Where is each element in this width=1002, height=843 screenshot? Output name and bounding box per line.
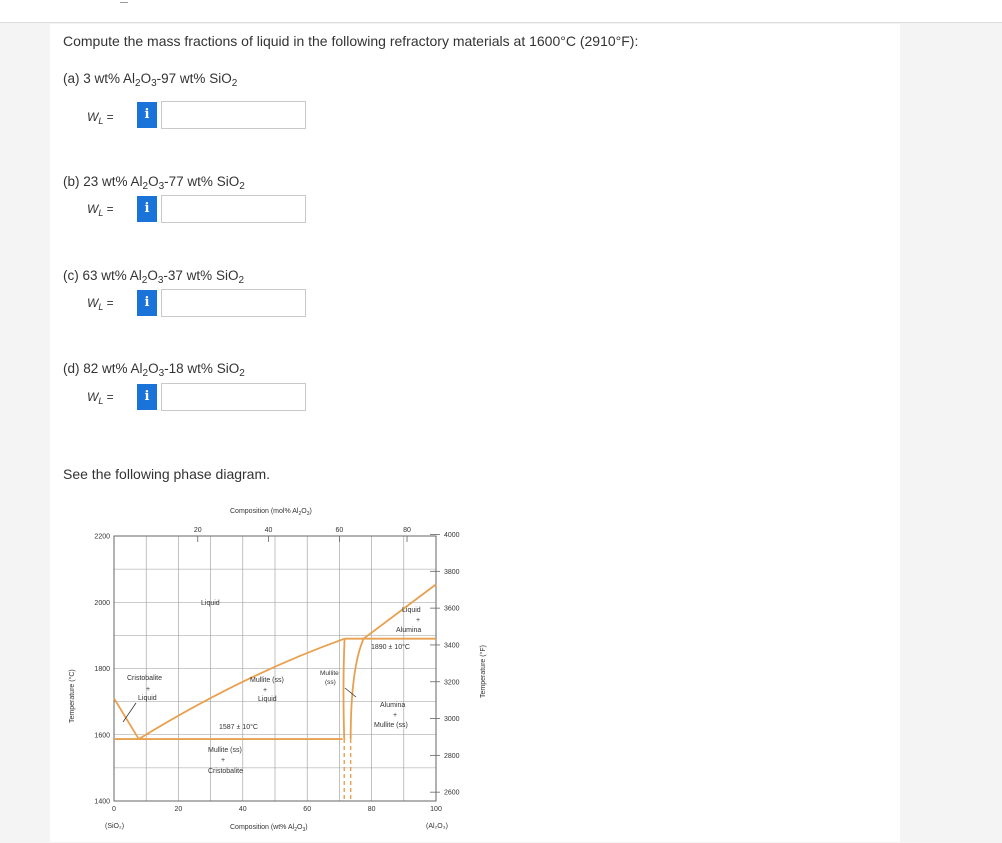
y-tick-label-left: 2200 bbox=[94, 534, 110, 541]
y-tick-label-left: 1400 bbox=[94, 799, 110, 806]
question-prompt: Compute the mass fractions of liquid in … bbox=[63, 33, 639, 49]
right-tick-label: 3400 bbox=[444, 642, 460, 649]
region-mullite-cristobalite-1: Mullite (ss) bbox=[208, 747, 242, 754]
part-d-answer-label: WL = bbox=[87, 390, 114, 406]
phase-diagram-marks: 1400 1600 1800 2000 2200 0 20 40 60 80 100 20 40 60 80… bbox=[94, 527, 459, 813]
right-tick-label: 3000 bbox=[444, 716, 460, 723]
region-mullite-ss-2: (ss) bbox=[325, 679, 336, 686]
part-d-label: (d) 82 wt% Al2O3-18 wt% SiO2 bbox=[63, 361, 245, 379]
x-axis-title: Composition (wt% Al2O3) bbox=[230, 824, 308, 833]
phase-diagram: 1400 1600 1800 2000 2200 0 20 40 60 80 100 20 40 60 80… bbox=[60, 498, 500, 838]
region-mullite-liquid-1: Mullite (ss) bbox=[250, 677, 284, 684]
right-tick-label: 2600 bbox=[444, 790, 460, 797]
region-mullite-cristobalite-2: + bbox=[221, 757, 225, 764]
right-tick-label: 3200 bbox=[444, 679, 460, 686]
part-b-label: (b) 23 wt% Al2O3-77 wt% SiO2 bbox=[63, 174, 245, 192]
x-tick-label: 0 bbox=[112, 806, 116, 813]
part-c-info-icon[interactable]: i bbox=[137, 290, 157, 316]
part-c-answer-input[interactable] bbox=[161, 289, 306, 317]
part-a-answer-label: WL = bbox=[87, 110, 114, 126]
top-bar-mark bbox=[120, 2, 128, 3]
region-alumina-mullite-2: + bbox=[393, 712, 397, 719]
region-cristobalite-liquid-2: + bbox=[146, 686, 150, 693]
x-tick-label: 100 bbox=[430, 806, 442, 813]
part-a-info-icon[interactable]: i bbox=[137, 102, 157, 128]
x-tick-label: 40 bbox=[239, 806, 247, 813]
part-d-answer-input[interactable] bbox=[161, 383, 306, 411]
top-tick-label: 40 bbox=[265, 527, 273, 534]
right-tick-label: 2800 bbox=[444, 753, 460, 760]
right-tick-label: 3800 bbox=[444, 569, 460, 576]
liquidus-series-1 bbox=[113, 697, 140, 740]
top-axis-title: Composition (mol% Al2O3) bbox=[230, 508, 312, 517]
phase-diagram-grid bbox=[114, 536, 436, 801]
question-panel bbox=[50, 24, 900, 842]
region-mullite-liquid-3: Liquid bbox=[258, 696, 277, 703]
y-axis-title-left: Temperature (°C) bbox=[68, 669, 76, 723]
part-c-answer-label: WL = bbox=[87, 296, 114, 312]
region-liquid: Liquid bbox=[201, 600, 220, 607]
top-tick-label: 20 bbox=[194, 527, 202, 534]
y-tick-label-left: 1800 bbox=[94, 666, 110, 673]
mullite-left-boundary bbox=[342, 638, 346, 740]
part-d-info-icon[interactable]: i bbox=[137, 384, 157, 410]
right-tick-label: 4000 bbox=[444, 532, 460, 539]
liquidus-series-2 bbox=[138, 637, 345, 740]
x-tick-label: 20 bbox=[175, 806, 183, 813]
top-tick-label: 60 bbox=[336, 527, 344, 534]
x-tick-label: 60 bbox=[303, 806, 311, 813]
pointer-arrow-eutectic bbox=[122, 702, 137, 723]
plot-frame bbox=[113, 535, 437, 802]
part-a-label: (a) 3 wt% Al2O3-97 wt% SiO2 bbox=[63, 71, 238, 89]
endpoint-left-label: (SiO₂) bbox=[105, 823, 124, 830]
region-mullite-ss-1: Mullite bbox=[320, 670, 339, 677]
region-alumina-mullite-1: Alumina bbox=[380, 702, 405, 709]
top-tick-label: 80 bbox=[403, 527, 411, 534]
top-bar bbox=[0, 0, 1002, 23]
x-tick-label: 80 bbox=[368, 806, 376, 813]
y-tick-label-left: 2000 bbox=[94, 600, 110, 607]
y-tick-label-left: 1600 bbox=[94, 732, 110, 739]
part-b-info-icon[interactable]: i bbox=[137, 196, 157, 222]
y-axis-title-right: Temperature (°F) bbox=[479, 645, 487, 698]
endpoint-right-label: (Al₂O₃) bbox=[426, 823, 448, 830]
part-c-label: (c) 63 wt% Al2O3-37 wt% SiO2 bbox=[63, 268, 245, 286]
region-cristobalite-liquid-1: Cristobalite bbox=[127, 675, 162, 682]
region-liquid-alumina-3: Alumina bbox=[396, 627, 421, 634]
isotherm-label-1890: 1890 ± 10°C bbox=[371, 643, 410, 651]
region-alumina-mullite-3: Mullite (ss) bbox=[374, 722, 408, 729]
region-liquid-alumina-2: + bbox=[416, 617, 420, 624]
phase-diagram-svg: 1400 1600 1800 2000 2200 0 20 40 60 80 100 20 40 60 80… bbox=[68, 508, 487, 833]
right-tick-label: 3600 bbox=[444, 606, 460, 613]
region-mullite-cristobalite-3: Cristobalite bbox=[208, 768, 243, 775]
region-mullite-liquid-2: + bbox=[263, 687, 267, 694]
phase-diagram-caption: See the following phase diagram. bbox=[63, 466, 271, 482]
part-b-answer-label: WL = bbox=[87, 202, 114, 218]
pointer-arrow-mullite bbox=[344, 687, 357, 698]
isotherm-label-1587: 1587 ± 10°C bbox=[219, 723, 258, 731]
part-b-answer-input[interactable] bbox=[161, 195, 306, 223]
mullite-right-boundary bbox=[349, 638, 365, 740]
region-liquid-alumina-1: Liquid bbox=[402, 607, 421, 614]
liquidus-series-3 bbox=[363, 583, 437, 640]
region-cristobalite-liquid-3: Liquid bbox=[138, 695, 157, 702]
part-a-answer-input[interactable] bbox=[161, 101, 306, 129]
